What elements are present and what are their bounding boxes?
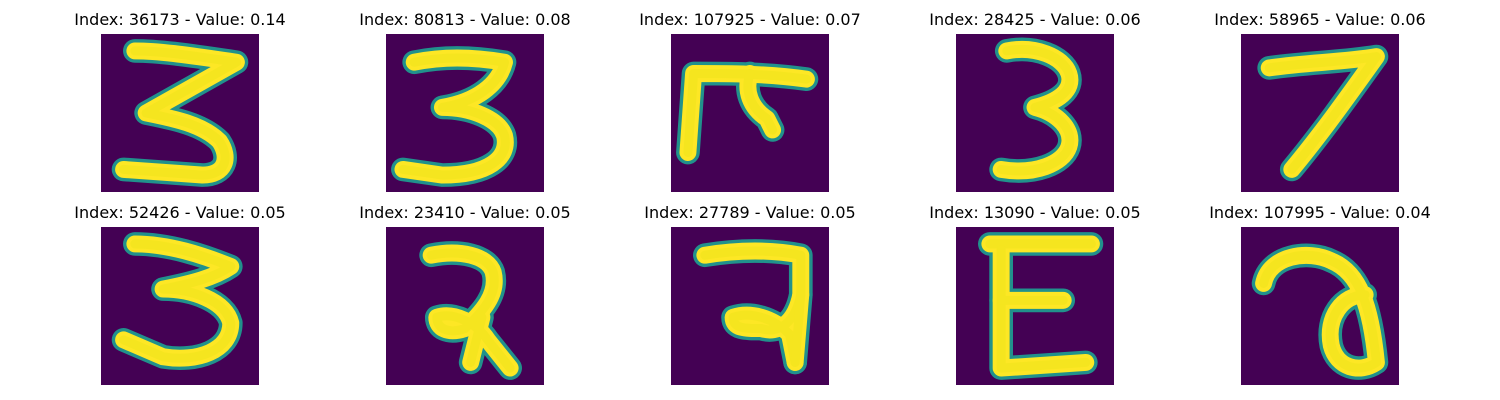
panel-title: Index: 23410 - Value: 0.05 — [359, 203, 571, 222]
stroke-core — [790, 290, 806, 367]
panel-5: Index: 58965 - Value: 0.06 — [1170, 0, 1470, 200]
panel-title: Index: 52426 - Value: 0.05 — [74, 203, 286, 222]
digit-glyph — [956, 227, 1114, 385]
digit-glyph — [671, 227, 829, 385]
stroke-core — [700, 246, 806, 367]
digit-image — [101, 227, 259, 385]
panel-3: Index: 107925 - Value: 0.07 — [600, 0, 900, 200]
digit-glyph — [956, 34, 1114, 192]
stroke-core — [426, 248, 515, 373]
digit-image — [956, 34, 1114, 192]
panel-title: Index: 13090 - Value: 0.05 — [929, 203, 1141, 222]
digit-glyph — [1241, 34, 1399, 192]
stroke-core — [996, 45, 1075, 176]
panel-title: Index: 28425 - Value: 0.06 — [929, 10, 1141, 29]
panel-title: Index: 107925 - Value: 0.07 — [639, 10, 861, 29]
stroke-core — [398, 53, 510, 180]
digit-image — [956, 227, 1114, 385]
digit-image — [1241, 34, 1399, 192]
digit-glyph — [386, 34, 544, 192]
panel-6: Index: 52426 - Value: 0.05 — [30, 193, 330, 393]
digit-image — [386, 34, 544, 192]
stroke-core — [1264, 52, 1381, 174]
panel-8: Index: 27789 - Value: 0.05 — [600, 193, 900, 393]
stroke-core — [683, 68, 811, 158]
digit-image — [671, 227, 829, 385]
panel-9: Index: 13090 - Value: 0.05 — [885, 193, 1185, 393]
stroke-core — [119, 239, 236, 363]
panel-title: Index: 27789 - Value: 0.05 — [644, 203, 856, 222]
panel-title: Index: 80813 - Value: 0.08 — [359, 10, 571, 29]
digit-glyph — [101, 34, 259, 192]
digit-image — [1241, 227, 1399, 385]
stroke-core — [466, 312, 487, 367]
panel-title: Index: 107995 - Value: 0.04 — [1209, 203, 1431, 222]
panel-4: Index: 28425 - Value: 0.06 — [885, 0, 1185, 200]
stroke-core — [743, 68, 778, 135]
digit-image — [101, 34, 259, 192]
panel-2: Index: 80813 - Value: 0.08 — [315, 0, 615, 200]
stroke-core — [119, 46, 241, 180]
panel-10: Index: 107995 - Value: 0.04 — [1170, 193, 1470, 393]
digit-glyph — [386, 227, 544, 385]
stroke-core — [1259, 250, 1381, 373]
digit-image — [386, 227, 544, 385]
digit-glyph — [1241, 227, 1399, 385]
stroke-core — [996, 245, 1091, 373]
panel-7: Index: 23410 - Value: 0.05 — [315, 193, 615, 393]
panel-title: Index: 58965 - Value: 0.06 — [1214, 10, 1426, 29]
digit-glyph — [671, 34, 829, 192]
panel-title: Index: 36173 - Value: 0.14 — [74, 10, 286, 29]
digit-glyph — [101, 227, 259, 385]
panel-1: Index: 36173 - Value: 0.14 — [30, 0, 330, 200]
digit-image — [671, 34, 829, 192]
